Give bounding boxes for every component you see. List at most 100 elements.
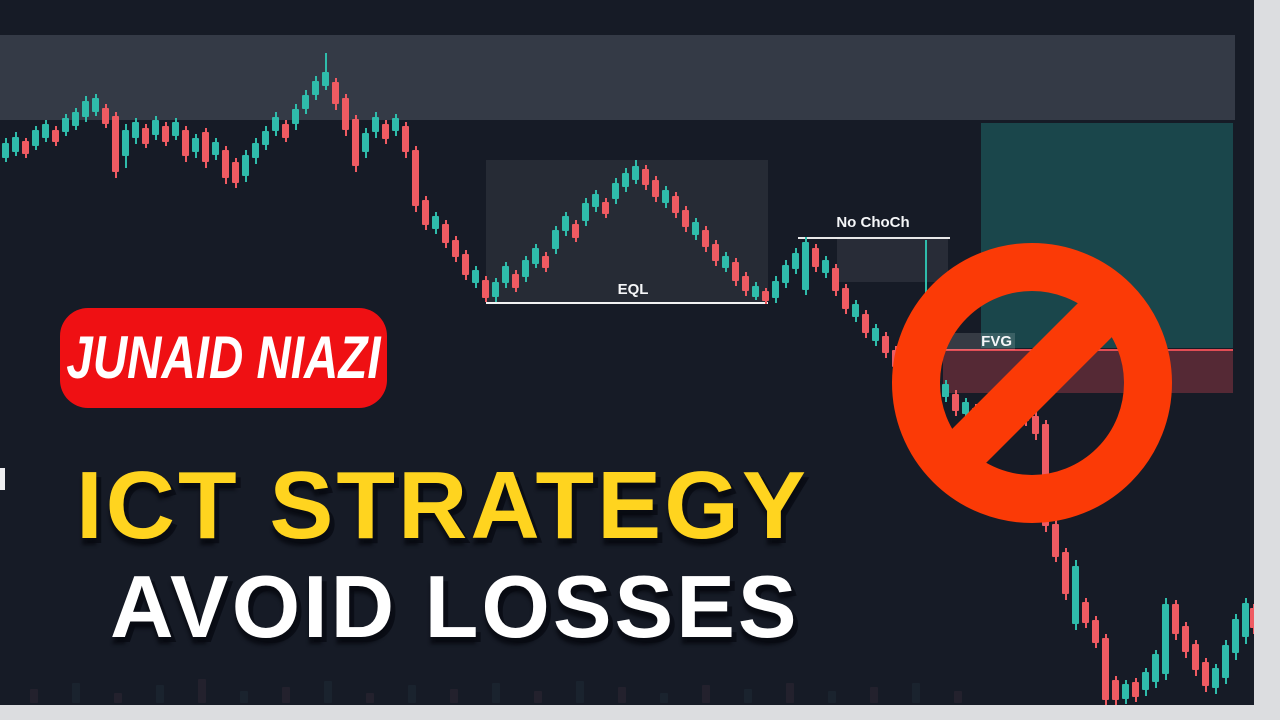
- candle-body: [862, 314, 869, 333]
- candle-body: [622, 173, 629, 187]
- candle-body: [1212, 668, 1219, 688]
- ghost-bar: [618, 687, 626, 703]
- candle-body: [52, 130, 59, 142]
- candle-body: [92, 98, 99, 112]
- headline-line1: ICT STRATEGY: [76, 452, 809, 559]
- candle-body: [882, 336, 889, 353]
- candle-body: [572, 224, 579, 238]
- candle-body: [502, 266, 509, 283]
- candle-body: [942, 384, 949, 397]
- fvg-label-strip: [945, 333, 1015, 350]
- ghost-bar: [702, 685, 710, 703]
- candle-body: [1082, 602, 1089, 623]
- candle-body: [72, 112, 79, 126]
- candle-body: [742, 276, 749, 291]
- candle-body: [422, 200, 429, 225]
- candle-body: [152, 120, 159, 135]
- candle-body: [1052, 524, 1059, 557]
- candle-body: [402, 126, 409, 152]
- ghost-bar: [954, 691, 962, 703]
- candle-body: [732, 262, 739, 281]
- ghost-bar: [450, 689, 458, 703]
- candle-body: [12, 137, 19, 152]
- candle-body: [1172, 604, 1179, 634]
- candle-body: [182, 130, 189, 156]
- ghost-bar: [30, 689, 38, 703]
- candle-body: [722, 256, 729, 268]
- candle-body: [1222, 645, 1229, 678]
- candle-body: [612, 183, 619, 199]
- candle-body: [652, 180, 659, 197]
- candle-body: [302, 95, 309, 109]
- candle-body: [1202, 662, 1209, 686]
- candle-body: [782, 265, 789, 283]
- candle-body: [82, 101, 89, 117]
- candle-body: [682, 210, 689, 227]
- candle-body: [1132, 682, 1139, 697]
- choch-marker-text: No ChoCh: [836, 214, 910, 231]
- candle-body: [282, 124, 289, 138]
- candle-body: [332, 82, 339, 104]
- ghost-bar: [828, 691, 836, 703]
- candle-body: [1122, 684, 1129, 699]
- candle-wick: [325, 53, 327, 90]
- candle-body: [1112, 680, 1119, 700]
- candle-body: [872, 328, 879, 341]
- candle-body: [602, 202, 609, 214]
- candle-body: [822, 260, 829, 273]
- candle-body: [1142, 672, 1149, 690]
- ghost-bar: [156, 685, 164, 703]
- ghost-bar: [576, 681, 584, 703]
- candle-body: [142, 128, 149, 144]
- ghost-bar: [492, 683, 500, 703]
- candle-body: [202, 132, 209, 162]
- candle-body: [1162, 604, 1169, 674]
- candle-body: [342, 98, 349, 130]
- ghost-bar: [534, 691, 542, 703]
- candle-body: [392, 118, 399, 131]
- candle-body: [582, 203, 589, 221]
- candle-body: [1250, 608, 1254, 628]
- candle-body: [672, 196, 679, 213]
- candle-body: [262, 131, 269, 145]
- candle-body: [102, 108, 109, 124]
- candle-body: [1032, 416, 1039, 434]
- candle-body: [62, 118, 69, 132]
- candle-body: [292, 109, 299, 124]
- candle-body: [1102, 638, 1109, 700]
- candle-body: [1192, 644, 1199, 670]
- candle-body: [242, 155, 249, 176]
- ghost-bar: [744, 689, 752, 703]
- candle-body: [22, 141, 29, 154]
- candle-body: [952, 394, 959, 411]
- creator-badge: JUNAID NIAZI: [60, 308, 387, 408]
- candle-body: [712, 244, 719, 261]
- candle-body: [452, 240, 459, 257]
- candlestick-chart: EQL No ChoCh FVG: [0, 35, 1254, 715]
- candle-body: [962, 402, 969, 414]
- candle-body: [472, 270, 479, 283]
- candle-body: [122, 130, 129, 156]
- candle-body: [112, 116, 119, 172]
- creator-name: JUNAID NIAZI: [66, 324, 381, 392]
- ghost-bar: [240, 691, 248, 703]
- candle-body: [132, 122, 139, 138]
- candle-body: [372, 117, 379, 132]
- choch-line: [798, 237, 950, 239]
- candle-body: [272, 117, 279, 131]
- candle-body: [772, 281, 779, 298]
- headline-line2: AVOID LOSSES: [110, 557, 800, 656]
- candle-body: [42, 124, 49, 138]
- frame-right-strip: [1254, 0, 1280, 720]
- ghost-bar: [660, 693, 668, 703]
- ghost-bar: [72, 683, 80, 703]
- candle-body: [522, 260, 529, 277]
- ghost-bar: [114, 693, 122, 703]
- ghost-bar: [786, 683, 794, 703]
- candle-body: [552, 230, 559, 249]
- candle-body: [632, 166, 639, 180]
- candle-body: [212, 142, 219, 155]
- candle-body: [412, 150, 419, 206]
- candle-body: [702, 230, 709, 247]
- candle-body: [492, 282, 499, 297]
